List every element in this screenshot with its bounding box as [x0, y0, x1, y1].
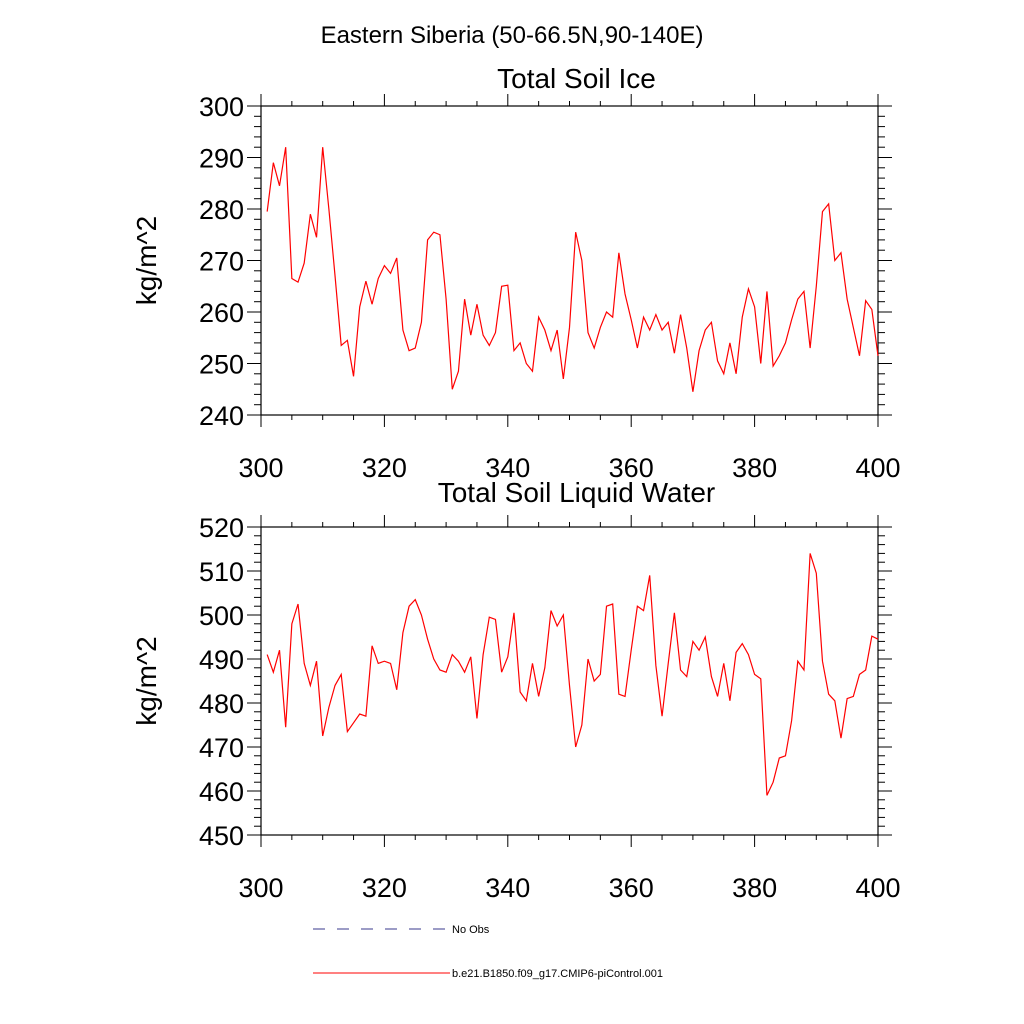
- y-tick-label: 500: [199, 601, 244, 631]
- plot-frame: [260, 105, 879, 416]
- series-line-1: [266, 147, 879, 392]
- x-tick-label: 340: [485, 873, 530, 903]
- legend-item-1: No Obs: [313, 924, 490, 936]
- x-tick-label: 380: [732, 873, 777, 903]
- x-tick-label: 360: [609, 453, 654, 483]
- x-tick-label: 340: [485, 453, 530, 483]
- y-axis-label: kg/m^2: [131, 636, 162, 725]
- main-title: Eastern Siberia (50-66.5N,90-140E): [321, 22, 704, 49]
- legend-label: b.e21.B1850.f09_g17.CMIP6-piControl.001: [452, 968, 663, 980]
- panel-title: Total Soil Liquid Water: [438, 477, 716, 508]
- x-tick-label: 320: [362, 873, 407, 903]
- y-tick-label: 490: [199, 645, 244, 675]
- y-tick-label: 480: [199, 689, 244, 719]
- y-tick-label: 520: [199, 513, 244, 543]
- y-tick-label: 280: [199, 195, 244, 225]
- x-tick-label: 320: [362, 453, 407, 483]
- x-tick-label: 380: [732, 453, 777, 483]
- panel-title: Total Soil Ice: [497, 63, 656, 94]
- y-tick-label: 300: [199, 92, 244, 122]
- y-tick-label: 290: [199, 144, 244, 174]
- series-line-1: [266, 553, 879, 796]
- legend-item-2: b.e21.B1850.f09_g17.CMIP6-piControl.001: [313, 968, 663, 980]
- legend: No Obs b.e21.B1850.f09_g17.CMIP6-piContro…: [313, 924, 663, 980]
- y-axis-label: kg/m^2: [131, 216, 162, 305]
- x-tick-label: 300: [238, 453, 283, 483]
- y-tick-label: 260: [199, 298, 244, 328]
- x-tick-label: 400: [855, 873, 900, 903]
- y-tick-label: 270: [199, 247, 244, 277]
- y-tick-label: 240: [199, 401, 244, 431]
- y-tick-label: 450: [199, 821, 244, 851]
- y-tick-label: 470: [199, 733, 244, 763]
- y-tick-label: 510: [199, 557, 244, 587]
- x-tick-label: 360: [609, 873, 654, 903]
- legend-label: No Obs: [452, 924, 490, 936]
- x-tick-label: 300: [238, 873, 283, 903]
- y-tick-label: 460: [199, 777, 244, 807]
- panel-1: Total Soil Ice kg/m^2 300 320 340 360 380 400 24…: [131, 63, 901, 483]
- y-tick-label: 250: [199, 350, 244, 380]
- x-tick-label: 400: [855, 453, 900, 483]
- panel-2: Total Soil Liquid Water kg/m^2 300 320 340 36…: [131, 477, 901, 903]
